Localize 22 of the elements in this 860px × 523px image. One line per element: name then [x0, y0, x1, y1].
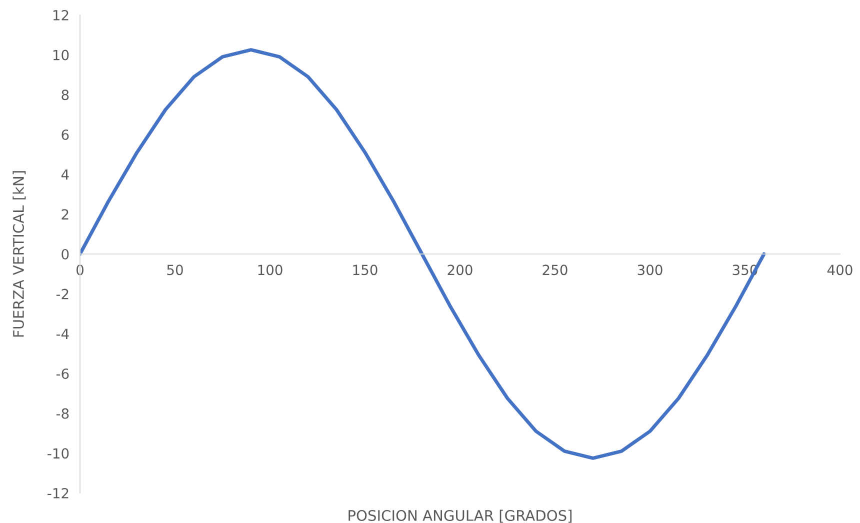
x-tick-label: 200: [448, 264, 472, 276]
x-tick-label: 250: [542, 264, 568, 276]
y-tick-label: -4: [56, 328, 69, 339]
y-tick-label: 8: [62, 90, 69, 100]
y-tick-label: 0: [62, 248, 69, 260]
y-tick-label: -12: [48, 488, 68, 498]
y-axis-title: FUERZA VERTICAL [kN]: [12, 171, 26, 337]
y-tick-label: 10: [53, 50, 69, 60]
y-tick-label: 2: [62, 209, 68, 220]
x-tick-label: 100: [258, 264, 282, 276]
y-tick-label: 6: [62, 129, 69, 140]
x-tick-label: 50: [167, 264, 183, 276]
x-tick-label: 400: [827, 264, 852, 276]
y-tick-label: 12: [53, 10, 68, 20]
y-tick-label: -6: [56, 368, 69, 379]
y-tick-label: -10: [48, 448, 69, 459]
y-tick-label: 4: [61, 169, 69, 180]
y-tick-label: -2: [56, 288, 68, 300]
y-tick-label: -8: [56, 408, 69, 419]
x-tick-label: 150: [353, 264, 378, 276]
x-axis-title: POSICION ANGULAR [GRADOS]: [348, 510, 572, 523]
x-tick-label: 300: [638, 264, 662, 276]
